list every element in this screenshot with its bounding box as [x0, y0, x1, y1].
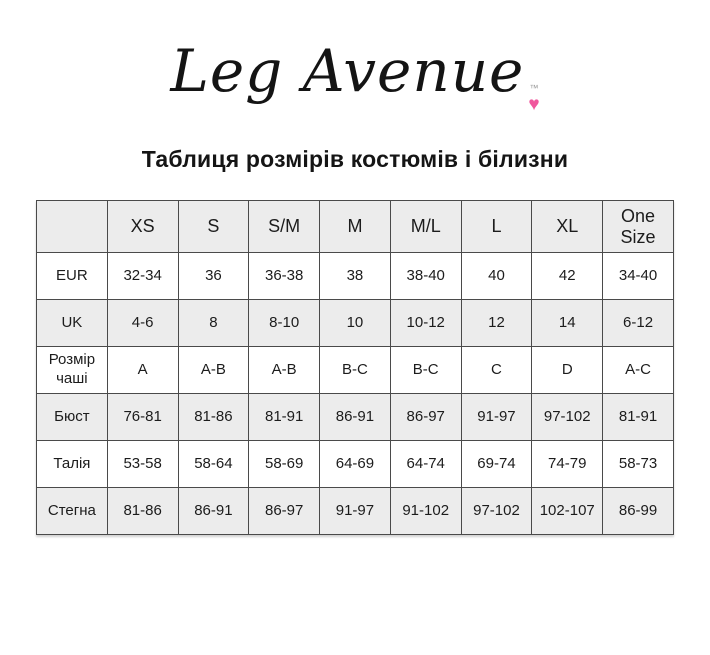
size-value-cell: 36-38: [248, 252, 321, 300]
size-column-header: M: [319, 200, 391, 253]
row-label: Бюст: [36, 393, 108, 441]
size-value-cell: 53-58: [106, 440, 179, 488]
size-value-cell: 14: [531, 299, 604, 347]
size-value-cell: 69-74: [460, 440, 533, 488]
size-table-header-row: XS S S/M M M/L L XL One Size: [36, 200, 674, 253]
table-row: EUR 32-34 36 36-38 38 38-40 40 42 34-40: [36, 252, 674, 300]
size-value-cell: 38: [319, 252, 391, 300]
size-column-header: XS: [106, 200, 179, 253]
size-value-cell: B-C: [389, 346, 462, 394]
size-column-header: S: [177, 200, 250, 253]
size-value-cell: 86-99: [602, 487, 674, 535]
size-value-cell: 91-102: [389, 487, 462, 535]
size-value-cell: 86-91: [177, 487, 250, 535]
size-table: XS S S/M M M/L L XL One Size EUR 32-34 36 36-38 38 3…: [36, 200, 674, 535]
size-value-cell: 40: [460, 252, 533, 300]
size-value-cell: 86-97: [389, 393, 462, 441]
size-value-cell: 81-91: [248, 393, 321, 441]
size-value-cell: A-B: [177, 346, 250, 394]
size-value-cell: 97-102: [460, 487, 533, 535]
size-value-cell: 91-97: [319, 487, 391, 535]
size-value-cell: 42: [531, 252, 604, 300]
size-value-cell: 76-81: [106, 393, 179, 441]
size-value-cell: 102-107: [531, 487, 604, 535]
size-value-cell: 81-91: [602, 393, 674, 441]
page-title: Таблиця розмірів костюмів і білизни: [141, 146, 569, 172]
size-value-cell: 6-12: [602, 299, 674, 347]
size-value-cell: 10-12: [389, 299, 462, 347]
size-value-cell: A: [106, 346, 179, 394]
size-value-cell: 86-91: [319, 393, 391, 441]
size-value-cell: 58-69: [248, 440, 321, 488]
row-label: EUR: [36, 252, 108, 300]
size-value-cell: 10: [319, 299, 391, 347]
size-value-cell: 38-40: [389, 252, 462, 300]
size-table-head: XS S S/M M M/L L XL One Size: [36, 200, 674, 253]
size-value-cell: 97-102: [531, 393, 604, 441]
size-column-header: S/M: [248, 200, 321, 253]
table-row: UK 4-6 8 8-10 10 10-12 12 14 6-12: [36, 299, 674, 347]
size-value-cell: A-B: [248, 346, 321, 394]
size-value-cell: 8: [177, 299, 250, 347]
size-value-cell: 4-6: [106, 299, 179, 347]
size-value-cell: C: [460, 346, 533, 394]
row-label: UK: [36, 299, 108, 347]
row-label: Талія: [36, 440, 108, 488]
row-label: Розмір чаші: [36, 346, 108, 394]
size-value-cell: 58-73: [602, 440, 674, 488]
size-value-cell: B-C: [319, 346, 391, 394]
brand-logo: Leg Avenue ™ ♥: [0, 0, 710, 132]
size-value-cell: 34-40: [602, 252, 674, 300]
table-row: Розмір чаші A A-B A-B B-C B-C C D A-C: [36, 346, 674, 394]
size-value-cell: 91-97: [460, 393, 533, 441]
size-value-cell: D: [531, 346, 604, 394]
size-value-cell: 32-34: [106, 252, 179, 300]
row-label: Стегна: [36, 487, 108, 535]
size-value-cell: 86-97: [248, 487, 321, 535]
table-row: Стегна 81-86 86-91 86-97 91-97 91-102 97-102 10…: [36, 487, 674, 535]
size-value-cell: 12: [460, 299, 533, 347]
corner-cell: [36, 200, 108, 253]
size-column-header: M/L: [389, 200, 462, 253]
trademark-symbol: ™: [529, 83, 539, 93]
size-value-cell: 64-74: [389, 440, 462, 488]
brand-logo-marks: ™ ♥: [528, 83, 540, 115]
size-value-cell: 58-64: [177, 440, 250, 488]
size-table-body: EUR 32-34 36 36-38 38 38-40 40 42 34-40 UK 4-6 8 8-1…: [36, 252, 674, 535]
table-row: Талія 53-58 58-64 58-69 64-69 64-74 69-74 74-79…: [36, 440, 674, 488]
size-value-cell: 64-69: [319, 440, 391, 488]
size-value-cell: 8-10: [248, 299, 321, 347]
size-column-header: L: [460, 200, 533, 253]
size-value-cell: A-C: [602, 346, 674, 394]
size-column-header: One Size: [602, 200, 674, 253]
table-row: Бюст 76-81 81-86 81-91 86-91 86-97 91-97 97-102…: [36, 393, 674, 441]
size-value-cell: 74-79: [531, 440, 604, 488]
heart-icon: ♥: [528, 94, 540, 115]
size-value-cell: 81-86: [106, 487, 179, 535]
size-value-cell: 36: [177, 252, 250, 300]
size-value-cell: 81-86: [177, 393, 250, 441]
size-column-header: XL: [531, 200, 604, 253]
brand-logo-text: Leg Avenue: [170, 37, 525, 105]
